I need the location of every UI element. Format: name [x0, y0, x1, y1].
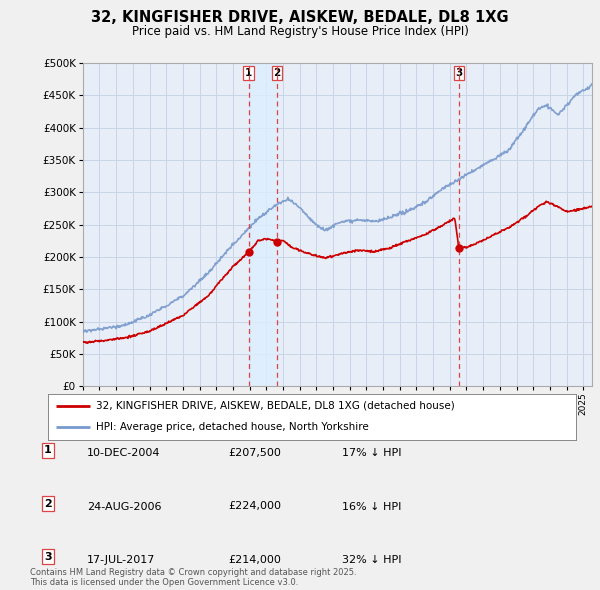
- Text: 1: 1: [44, 445, 52, 455]
- Text: £214,000: £214,000: [228, 555, 281, 565]
- Text: 32, KINGFISHER DRIVE, AISKEW, BEDALE, DL8 1XG (detached house): 32, KINGFISHER DRIVE, AISKEW, BEDALE, DL…: [95, 401, 454, 411]
- Text: Contains HM Land Registry data © Crown copyright and database right 2025.
This d: Contains HM Land Registry data © Crown c…: [30, 568, 356, 587]
- Text: £224,000: £224,000: [228, 502, 281, 512]
- Text: 17-JUL-2017: 17-JUL-2017: [87, 555, 155, 565]
- Text: 10-DEC-2004: 10-DEC-2004: [87, 448, 161, 458]
- Text: 32, KINGFISHER DRIVE, AISKEW, BEDALE, DL8 1XG: 32, KINGFISHER DRIVE, AISKEW, BEDALE, DL…: [91, 10, 509, 25]
- Text: 2: 2: [274, 68, 281, 78]
- Text: 17% ↓ HPI: 17% ↓ HPI: [342, 448, 401, 458]
- Text: 1: 1: [245, 68, 252, 78]
- Text: £207,500: £207,500: [228, 448, 281, 458]
- Text: 2: 2: [44, 499, 52, 509]
- Text: 3: 3: [44, 552, 52, 562]
- Text: 24-AUG-2006: 24-AUG-2006: [87, 502, 161, 512]
- Text: 16% ↓ HPI: 16% ↓ HPI: [342, 502, 401, 512]
- Bar: [248, 63, 277, 386]
- Text: 32% ↓ HPI: 32% ↓ HPI: [342, 555, 401, 565]
- Text: HPI: Average price, detached house, North Yorkshire: HPI: Average price, detached house, Nort…: [95, 422, 368, 432]
- Text: 3: 3: [455, 68, 463, 78]
- Text: Price paid vs. HM Land Registry's House Price Index (HPI): Price paid vs. HM Land Registry's House …: [131, 25, 469, 38]
